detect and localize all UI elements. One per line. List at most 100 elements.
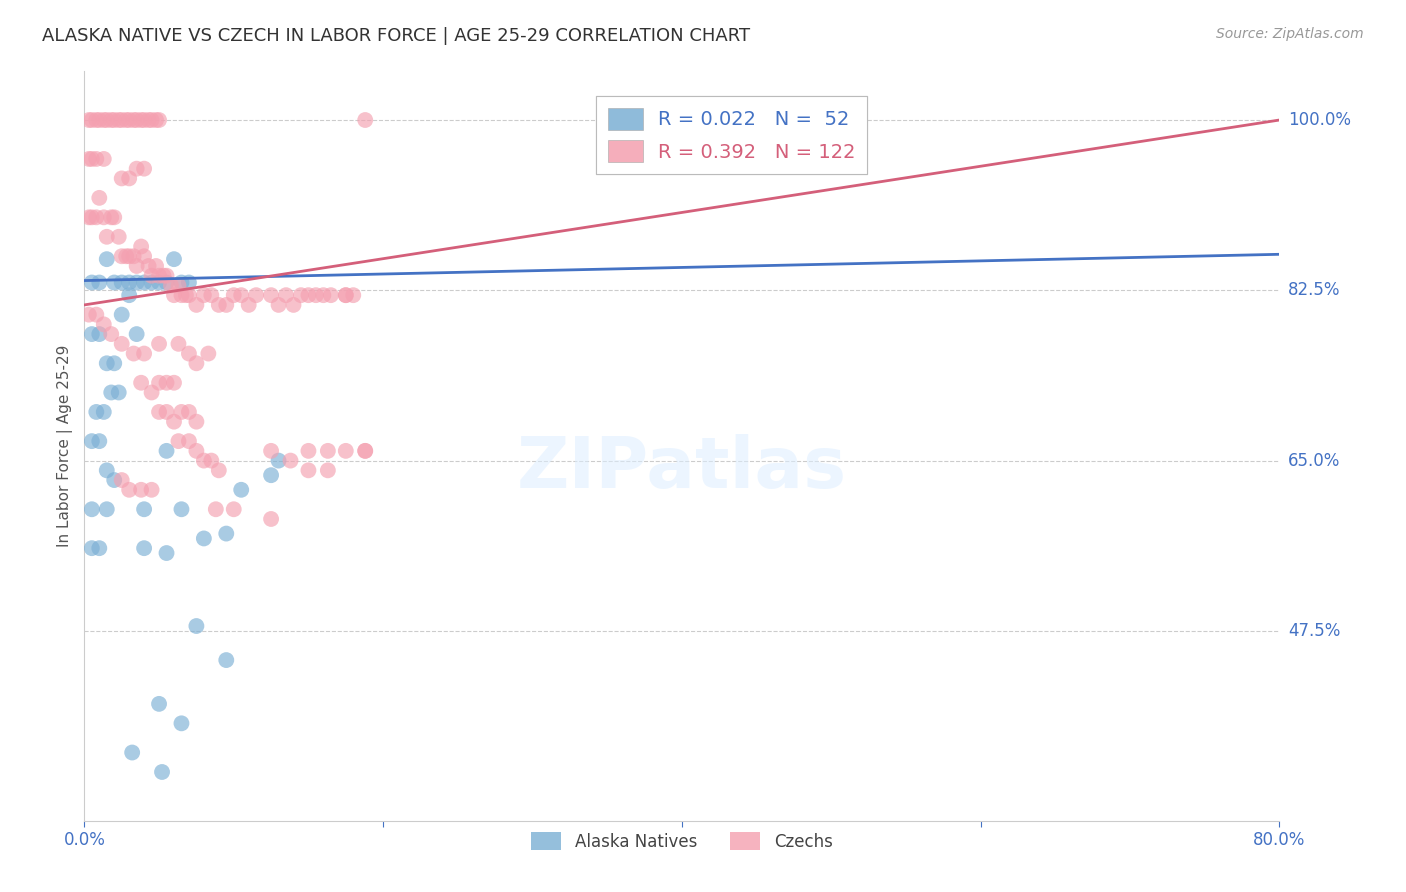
Point [115, 113, 138, 128]
Text: 47.5%: 47.5% [1288, 622, 1340, 640]
Point [111, 113, 134, 128]
Point [354, 443, 377, 458]
Point [167, 278, 190, 293]
Point [125, 113, 148, 128]
Point [96, 252, 118, 267]
Point [89, 327, 111, 342]
Point [150, 764, 173, 779]
Point [132, 346, 156, 360]
Point [141, 276, 163, 290]
Point [160, 278, 183, 293]
Point [141, 268, 163, 283]
Point [186, 443, 208, 458]
Point [170, 276, 193, 290]
Point [177, 434, 200, 449]
Point [297, 443, 319, 458]
Point [148, 697, 170, 711]
Point [86, 405, 108, 419]
Point [167, 434, 190, 449]
Point [100, 327, 122, 342]
Point [200, 453, 222, 467]
Point [260, 288, 283, 302]
Point [155, 268, 177, 283]
Point [155, 276, 177, 290]
Point [231, 483, 253, 497]
Point [132, 113, 156, 128]
Point [316, 463, 339, 477]
Point [319, 288, 342, 302]
Point [174, 288, 197, 302]
Point [80, 211, 103, 225]
Text: 100.0%: 100.0% [1288, 111, 1351, 129]
Point [103, 473, 125, 487]
Point [170, 405, 193, 419]
Point [93, 152, 115, 166]
Point [342, 288, 364, 302]
Point [115, 249, 138, 263]
Point [177, 288, 200, 302]
Point [335, 443, 357, 458]
Point [260, 468, 283, 483]
Point [118, 276, 141, 290]
Point [152, 268, 174, 283]
Point [170, 716, 193, 731]
Point [86, 113, 108, 128]
Point [177, 346, 200, 360]
Point [186, 619, 208, 633]
Point [208, 463, 231, 477]
Point [215, 526, 238, 541]
Point [132, 276, 156, 290]
Point [93, 211, 115, 225]
Point [80, 541, 103, 556]
Point [267, 453, 290, 467]
Point [316, 443, 339, 458]
Point [111, 308, 134, 322]
Point [155, 546, 177, 560]
Point [186, 356, 208, 370]
Point [122, 113, 145, 128]
Point [354, 443, 377, 458]
Point [129, 483, 152, 497]
Point [86, 308, 108, 322]
Point [96, 356, 118, 370]
Point [107, 385, 129, 400]
Point [100, 385, 122, 400]
Point [208, 298, 231, 312]
Point [260, 443, 283, 458]
Point [155, 405, 177, 419]
Point [138, 259, 160, 273]
Point [215, 653, 238, 667]
Point [103, 356, 125, 370]
Point [163, 415, 186, 429]
Point [100, 211, 122, 225]
Point [155, 443, 177, 458]
Point [170, 502, 193, 516]
Point [267, 298, 290, 312]
Point [93, 318, 115, 332]
Point [215, 298, 238, 312]
Point [89, 434, 111, 449]
Point [205, 502, 228, 516]
Point [93, 113, 115, 128]
Point [200, 288, 222, 302]
Point [280, 453, 302, 467]
Point [80, 113, 103, 128]
Point [177, 276, 200, 290]
Text: ZIPatlas: ZIPatlas [517, 434, 846, 503]
Point [118, 249, 141, 263]
Point [129, 376, 152, 390]
Point [125, 327, 148, 342]
Point [125, 259, 148, 273]
Point [77, 113, 100, 128]
Point [148, 405, 170, 419]
Point [148, 268, 170, 283]
Point [186, 415, 208, 429]
Point [145, 259, 167, 273]
Point [297, 463, 319, 477]
Point [89, 191, 111, 205]
Point [193, 288, 215, 302]
Point [335, 288, 357, 302]
Point [335, 288, 357, 302]
Point [80, 502, 103, 516]
Point [129, 113, 152, 128]
